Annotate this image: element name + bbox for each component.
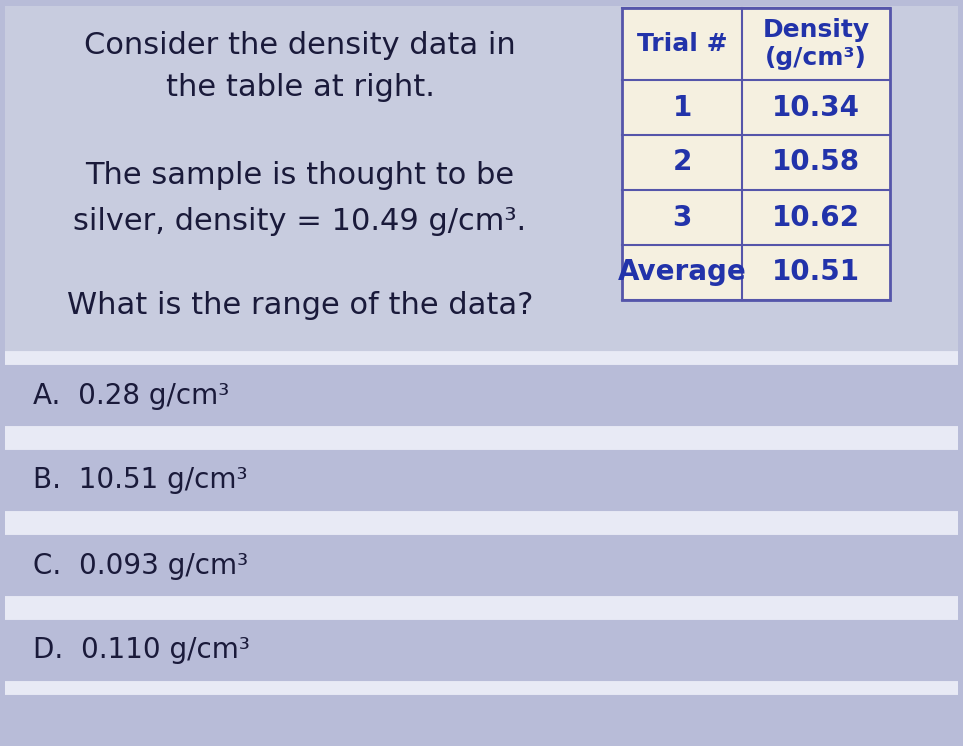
- Text: A.  0.28 g/cm³: A. 0.28 g/cm³: [33, 381, 229, 410]
- FancyBboxPatch shape: [622, 8, 890, 300]
- Text: Trial #: Trial #: [637, 32, 727, 56]
- Text: 10.34: 10.34: [772, 93, 860, 122]
- Text: 3: 3: [672, 204, 691, 231]
- Text: 10.51: 10.51: [772, 259, 860, 286]
- Text: Consider the density data in: Consider the density data in: [84, 31, 516, 60]
- FancyBboxPatch shape: [5, 443, 958, 518]
- Text: What is the range of the data?: What is the range of the data?: [66, 292, 534, 321]
- Text: D.  0.110 g/cm³: D. 0.110 g/cm³: [33, 636, 249, 665]
- Text: 10.62: 10.62: [772, 204, 860, 231]
- Text: Average: Average: [617, 259, 746, 286]
- Text: silver, density = 10.49 g/cm³.: silver, density = 10.49 g/cm³.: [73, 207, 527, 236]
- Text: the table at right.: the table at right.: [166, 74, 434, 102]
- FancyBboxPatch shape: [5, 613, 958, 688]
- FancyBboxPatch shape: [5, 6, 958, 351]
- FancyBboxPatch shape: [5, 358, 958, 433]
- Text: The sample is thought to be: The sample is thought to be: [86, 161, 514, 190]
- Text: 1: 1: [672, 93, 691, 122]
- Text: Density
(g/cm³): Density (g/cm³): [763, 18, 870, 70]
- Text: B.  10.51 g/cm³: B. 10.51 g/cm³: [33, 466, 247, 495]
- Text: C.  0.093 g/cm³: C. 0.093 g/cm³: [33, 551, 248, 580]
- Text: 2: 2: [672, 148, 691, 177]
- Text: 10.58: 10.58: [772, 148, 860, 177]
- FancyBboxPatch shape: [5, 528, 958, 603]
